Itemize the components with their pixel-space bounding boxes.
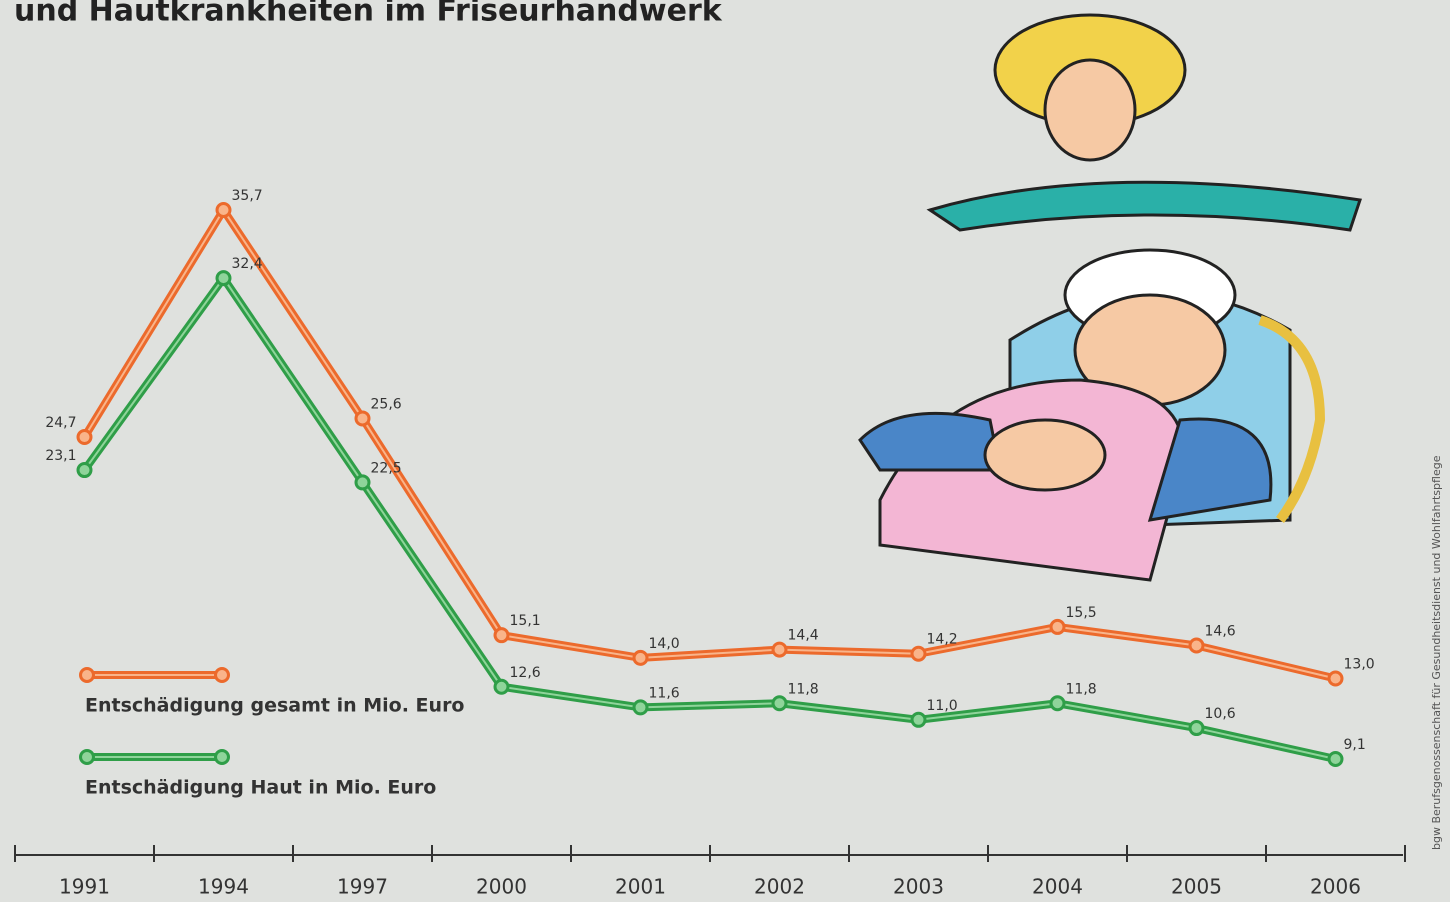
data-point	[78, 464, 91, 477]
data-point	[356, 412, 369, 425]
data-point	[217, 272, 230, 285]
legend-label: Entschädigung Haut in Mio. Euro	[85, 777, 436, 799]
x-tick-label: 1997	[337, 875, 388, 899]
value-label: 25,6	[371, 396, 402, 412]
value-label: 14,0	[649, 636, 680, 652]
legend-label: Entschädigung gesamt in Mio. Euro	[85, 695, 465, 717]
data-point	[495, 680, 508, 693]
x-tick-label: 2005	[1171, 875, 1222, 899]
x-tick-label: 1994	[198, 875, 249, 899]
chart-title: und Hautkrankheiten im Friseurhandwerk	[14, 0, 723, 29]
data-point	[773, 643, 786, 656]
data-point	[912, 713, 925, 726]
x-tick-label: 2001	[615, 875, 666, 899]
data-point	[1051, 620, 1064, 633]
chart: und Hautkrankheiten im Friseurhandwerk b…	[0, 0, 1450, 902]
data-point	[495, 629, 508, 642]
legend-swatch-dot	[216, 751, 229, 764]
illustration	[860, 15, 1360, 580]
legend-swatch-dot	[81, 669, 94, 682]
value-label: 14,6	[1205, 623, 1236, 639]
x-tick-label: 2000	[476, 875, 527, 899]
value-label: 14,2	[927, 632, 958, 648]
data-point	[356, 476, 369, 489]
value-label: 12,6	[510, 665, 541, 681]
value-label: 11,8	[1066, 681, 1097, 697]
x-tick-label: 1991	[59, 875, 110, 899]
x-tick-label: 2003	[893, 875, 944, 899]
value-label: 15,1	[510, 613, 541, 629]
data-point	[1190, 722, 1203, 735]
x-tick-label: 2006	[1310, 875, 1361, 899]
source: bgw Berufsgenossenschaft für Gesundheits…	[1430, 455, 1443, 850]
value-label: 9,1	[1344, 737, 1366, 753]
x-tick-label: 2004	[1032, 875, 1083, 899]
value-label: 24,7	[45, 415, 76, 431]
value-label: 35,7	[232, 188, 263, 204]
value-label: 11,6	[649, 685, 680, 701]
data-point	[634, 651, 647, 664]
legend-swatch-dot	[216, 669, 229, 682]
value-label: 23,1	[45, 448, 76, 464]
data-point	[634, 701, 647, 714]
value-label: 11,8	[788, 681, 819, 697]
data-point	[912, 647, 925, 660]
data-point	[1329, 672, 1342, 685]
value-label: 10,6	[1205, 706, 1236, 722]
data-point	[1051, 697, 1064, 710]
value-label: 13,0	[1344, 657, 1375, 673]
data-point	[1190, 639, 1203, 652]
data-point	[773, 697, 786, 710]
data-point	[1329, 753, 1342, 766]
value-label: 15,5	[1066, 605, 1097, 621]
value-label: 22,5	[371, 460, 402, 476]
data-point	[78, 431, 91, 444]
data-point	[217, 204, 230, 217]
legend-swatch-dot	[81, 751, 94, 764]
value-label: 32,4	[232, 256, 263, 272]
value-label: 11,0	[927, 698, 958, 714]
x-tick-label: 2002	[754, 875, 805, 899]
value-label: 14,4	[788, 628, 819, 644]
